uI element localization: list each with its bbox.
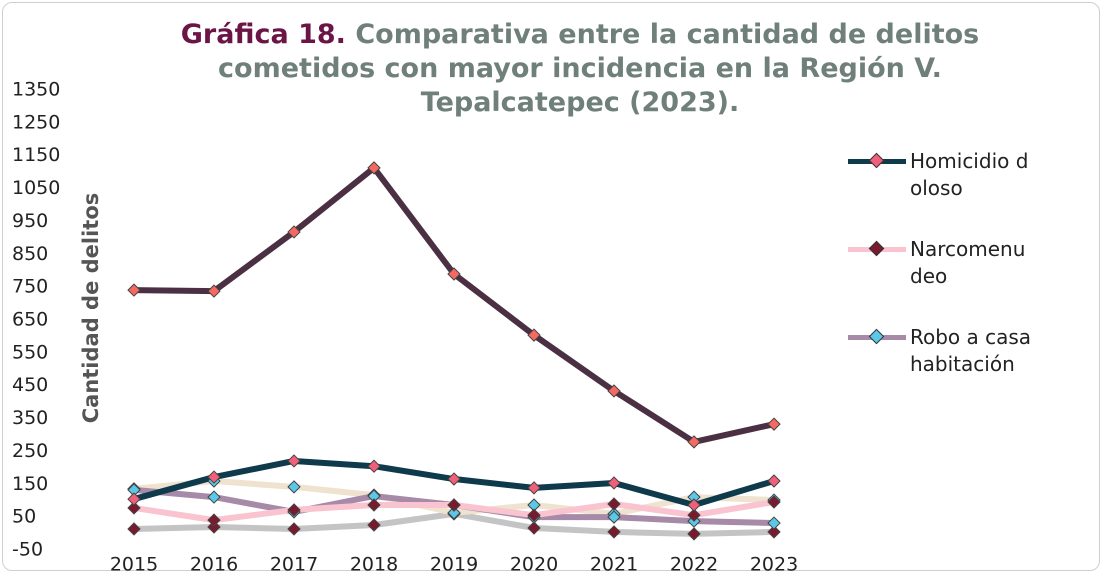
legend-marker — [868, 240, 885, 257]
data-point — [367, 518, 381, 532]
chart-title: Gráfica 18. Comparativa entre la cantida… — [160, 18, 1000, 120]
y-tick-label: 1350 — [12, 79, 60, 101]
legend-item: Homicidio doloso — [848, 148, 1038, 202]
data-point — [207, 284, 221, 298]
data-point — [607, 497, 621, 511]
data-point — [447, 472, 461, 486]
x-tick-label: 2019 — [430, 554, 478, 575]
legend-item: Narcomenudeo — [848, 236, 1038, 290]
y-tick-label: 350 — [12, 407, 48, 429]
data-point — [367, 161, 381, 175]
y-tick-label: 1150 — [12, 144, 60, 166]
data-point — [367, 498, 381, 512]
data-point — [207, 513, 221, 527]
data-point — [367, 459, 381, 473]
data-point — [447, 498, 461, 512]
series-line — [133, 164, 775, 445]
title-text: Comparativa entre la cantidad de delitos… — [218, 19, 980, 118]
y-axis-label: Cantidad de delitos — [79, 193, 103, 424]
y-tick-label: 550 — [12, 341, 48, 363]
data-point — [687, 527, 701, 541]
data-point — [127, 492, 141, 506]
title-prefix: Gráfica 18. — [180, 19, 346, 50]
y-tick-label: 450 — [12, 374, 48, 396]
data-point — [687, 435, 701, 449]
data-point — [607, 510, 621, 524]
data-point — [127, 283, 141, 297]
data-point — [767, 417, 781, 431]
data-point — [767, 516, 781, 530]
x-tick-label: 2023 — [750, 554, 798, 575]
data-point — [207, 490, 221, 504]
y-tick-label: 650 — [12, 309, 48, 331]
data-point — [447, 267, 461, 281]
data-point — [607, 384, 621, 398]
data-point — [767, 474, 781, 488]
data-point — [527, 328, 541, 342]
data-point — [207, 520, 221, 534]
x-tick-label: 2017 — [270, 554, 318, 575]
y-tick-label: 150 — [12, 473, 48, 495]
data-point — [527, 521, 541, 535]
data-point — [287, 225, 301, 239]
legend-label: Narcomenudeo — [910, 237, 1026, 288]
y-tick-label: 1250 — [12, 111, 60, 133]
data-point — [687, 508, 701, 522]
data-point — [767, 495, 781, 509]
data-point — [607, 476, 621, 490]
legend-marker — [868, 152, 885, 169]
data-point — [207, 470, 221, 484]
x-tick-label: 2016 — [190, 554, 238, 575]
data-point — [447, 506, 461, 520]
legend-label: Robo a casa habitación — [910, 325, 1032, 376]
data-point — [287, 480, 301, 494]
data-point — [287, 503, 301, 517]
x-tick-label: 2020 — [510, 554, 558, 575]
x-tick-label: 2021 — [590, 554, 638, 575]
data-point — [527, 508, 541, 522]
y-tick-label: 50 — [12, 506, 36, 528]
legend-marker — [868, 328, 885, 345]
y-tick-label: 250 — [12, 440, 48, 462]
data-point — [607, 525, 621, 539]
x-tick-label: 2022 — [670, 554, 718, 575]
y-tick-label: 750 — [12, 276, 48, 298]
data-point — [287, 522, 301, 536]
y-tick-label: 950 — [12, 210, 48, 232]
legend-item: Robo a casa habitación — [848, 324, 1038, 378]
data-point — [767, 525, 781, 539]
x-tick-label: 2018 — [350, 554, 398, 575]
data-point — [687, 498, 701, 512]
data-point — [287, 454, 301, 468]
y-tick-label: -50 — [12, 539, 43, 561]
y-tick-label: 850 — [12, 243, 48, 265]
x-tick-label: 2015 — [110, 554, 158, 575]
y-tick-label: 1050 — [12, 177, 60, 199]
data-point — [127, 501, 141, 515]
legend-label: Homicidio doloso — [910, 149, 1029, 200]
data-point — [527, 481, 541, 495]
data-point — [127, 522, 141, 536]
